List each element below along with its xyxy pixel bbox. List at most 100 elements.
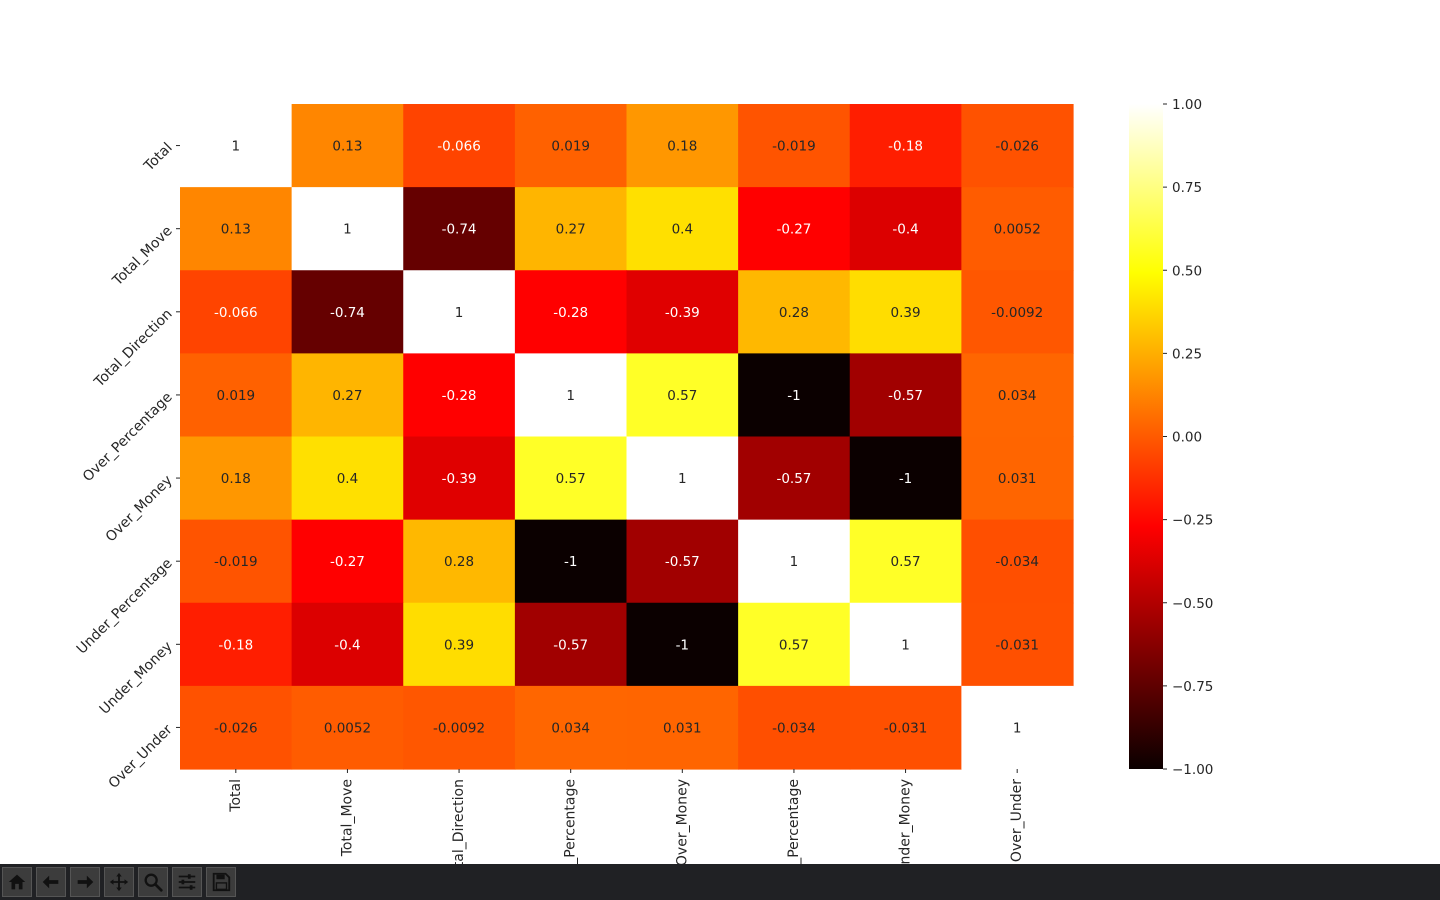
heatmap-cell xyxy=(291,353,404,438)
cell-annotation: 0.39 xyxy=(444,637,474,653)
save-button[interactable] xyxy=(206,867,236,897)
heatmap-cell xyxy=(961,602,1074,687)
home-icon xyxy=(8,874,26,890)
y-tick-label: Over_Percentage xyxy=(80,389,176,485)
cell-annotation: -0.066 xyxy=(437,139,481,155)
colorbar-tick-label: 0.25 xyxy=(1172,346,1202,362)
colorbar-tick-label: −0.75 xyxy=(1172,679,1213,695)
heatmap-cell xyxy=(849,104,962,188)
heatmap-cell xyxy=(403,519,516,604)
magnifier-icon xyxy=(144,873,163,892)
cell-annotation: 0.57 xyxy=(667,388,697,404)
x-tick-label: Over_Percentage xyxy=(563,779,579,864)
heatmap-cell xyxy=(180,353,293,438)
arrow-left-icon xyxy=(42,875,59,889)
heatmap-cell xyxy=(738,602,851,687)
heatmap-cell xyxy=(514,353,628,438)
heatmap-cell xyxy=(180,519,293,604)
heatmap-cell xyxy=(626,270,739,354)
cell-annotation: -0.026 xyxy=(214,720,258,736)
cell-annotation: 0.0052 xyxy=(324,720,371,736)
heatmap-cell xyxy=(514,187,628,271)
heatmap-cell xyxy=(738,685,851,770)
cell-annotation: 0.031 xyxy=(663,720,702,736)
cell-annotation: -0.57 xyxy=(776,471,811,487)
forward-button[interactable] xyxy=(70,867,100,897)
zoom-button[interactable] xyxy=(138,867,168,897)
toolbar xyxy=(0,864,1440,900)
heatmap-cell xyxy=(849,436,962,521)
cell-annotation: -0.39 xyxy=(665,305,700,321)
cell-annotation: -0.019 xyxy=(772,139,816,155)
colorbar-tick-label: −0.25 xyxy=(1172,513,1213,529)
heatmap-cell xyxy=(180,270,293,354)
heatmap-cell xyxy=(291,685,404,770)
cell-annotation: 0.4 xyxy=(337,471,358,487)
colorbar-tick-label: 0.50 xyxy=(1172,263,1202,279)
cell-annotation: -0.026 xyxy=(995,139,1039,155)
cell-annotation: -0.4 xyxy=(892,222,918,238)
heatmap-cell xyxy=(403,353,516,438)
configure-subplots-button[interactable] xyxy=(172,867,202,897)
cell-annotation: 0.27 xyxy=(332,388,362,404)
heatmap-cell xyxy=(961,685,1074,770)
cell-annotation: -0.4 xyxy=(334,637,360,653)
cell-annotation: 1 xyxy=(790,554,799,570)
heatmap-cell xyxy=(291,519,404,604)
colorbar-ticks: 1.00 0.75 0.50 0.25 0.00 −0.25 −0.50 −0.75 −1.00 xyxy=(1163,97,1213,778)
heatmap-cell xyxy=(626,187,739,271)
pan-button[interactable] xyxy=(104,867,134,897)
y-tick-label: Total xyxy=(141,140,176,175)
heatmap-cell xyxy=(961,187,1074,271)
cell-annotation: -0.031 xyxy=(884,720,928,736)
colorbar-gradient xyxy=(1129,104,1163,769)
cell-annotation: -0.74 xyxy=(330,305,365,321)
heatmap-cell xyxy=(738,353,851,438)
cell-annotation: 1 xyxy=(901,637,910,653)
colorbar-tick-label: 0.75 xyxy=(1172,180,1202,196)
colorbar-tick-label: 0.00 xyxy=(1172,430,1202,446)
move-icon xyxy=(109,872,129,892)
cell-annotation: 0.28 xyxy=(779,305,809,321)
heatmap-cell xyxy=(291,104,404,188)
cell-annotation: -0.57 xyxy=(553,637,588,653)
x-tick-label: Total_Move xyxy=(339,779,355,857)
heatmap-cell xyxy=(849,187,962,271)
heatmap-cell xyxy=(180,436,293,521)
home-button[interactable] xyxy=(2,867,32,897)
heatmap-cell xyxy=(514,270,628,354)
x-tick-label: Total xyxy=(228,779,244,813)
sliders-icon xyxy=(178,874,196,890)
heatmap-cell xyxy=(291,602,404,687)
cell-annotation: -0.0092 xyxy=(991,305,1043,321)
heatmap-cell xyxy=(514,104,628,188)
x-tick-label: Under_Money xyxy=(898,779,914,864)
heatmap-cell xyxy=(514,685,628,770)
heatmap-chart: 1 0.13 -0.066 0.019 0.18 -0.019 -0.18 -0.026 0.1… xyxy=(74,97,1214,864)
heatmap-cell xyxy=(403,104,516,188)
cell-annotation: -0.034 xyxy=(772,720,816,736)
heatmap-cell xyxy=(961,519,1074,604)
heatmap-cell xyxy=(514,436,628,521)
heatmap-cell xyxy=(738,270,851,354)
arrow-right-icon xyxy=(77,875,94,889)
cell-annotation: 0.39 xyxy=(891,305,921,321)
heatmap-cell xyxy=(514,602,628,687)
cell-annotation: -0.28 xyxy=(553,305,588,321)
cell-annotation: -0.18 xyxy=(888,139,923,155)
back-button[interactable] xyxy=(36,867,66,897)
x-tick-label: Over_Money xyxy=(674,779,690,864)
cell-annotation: 0.034 xyxy=(551,720,590,736)
heatmap-cell xyxy=(626,104,739,188)
cell-annotation: -1 xyxy=(564,554,577,570)
cell-annotation: -1 xyxy=(899,471,912,487)
x-tick-label: Under_Percentage xyxy=(786,779,802,864)
heatmap-cell xyxy=(961,270,1074,354)
cell-annotation: 0.57 xyxy=(779,637,809,653)
heatmap-cell xyxy=(961,104,1074,188)
cell-annotation: 0.28 xyxy=(444,554,474,570)
cell-annotation: 0.019 xyxy=(551,139,590,155)
heatmap-cell xyxy=(180,602,293,687)
cell-annotation: 1 xyxy=(566,388,575,404)
heatmap-cell xyxy=(849,353,962,438)
